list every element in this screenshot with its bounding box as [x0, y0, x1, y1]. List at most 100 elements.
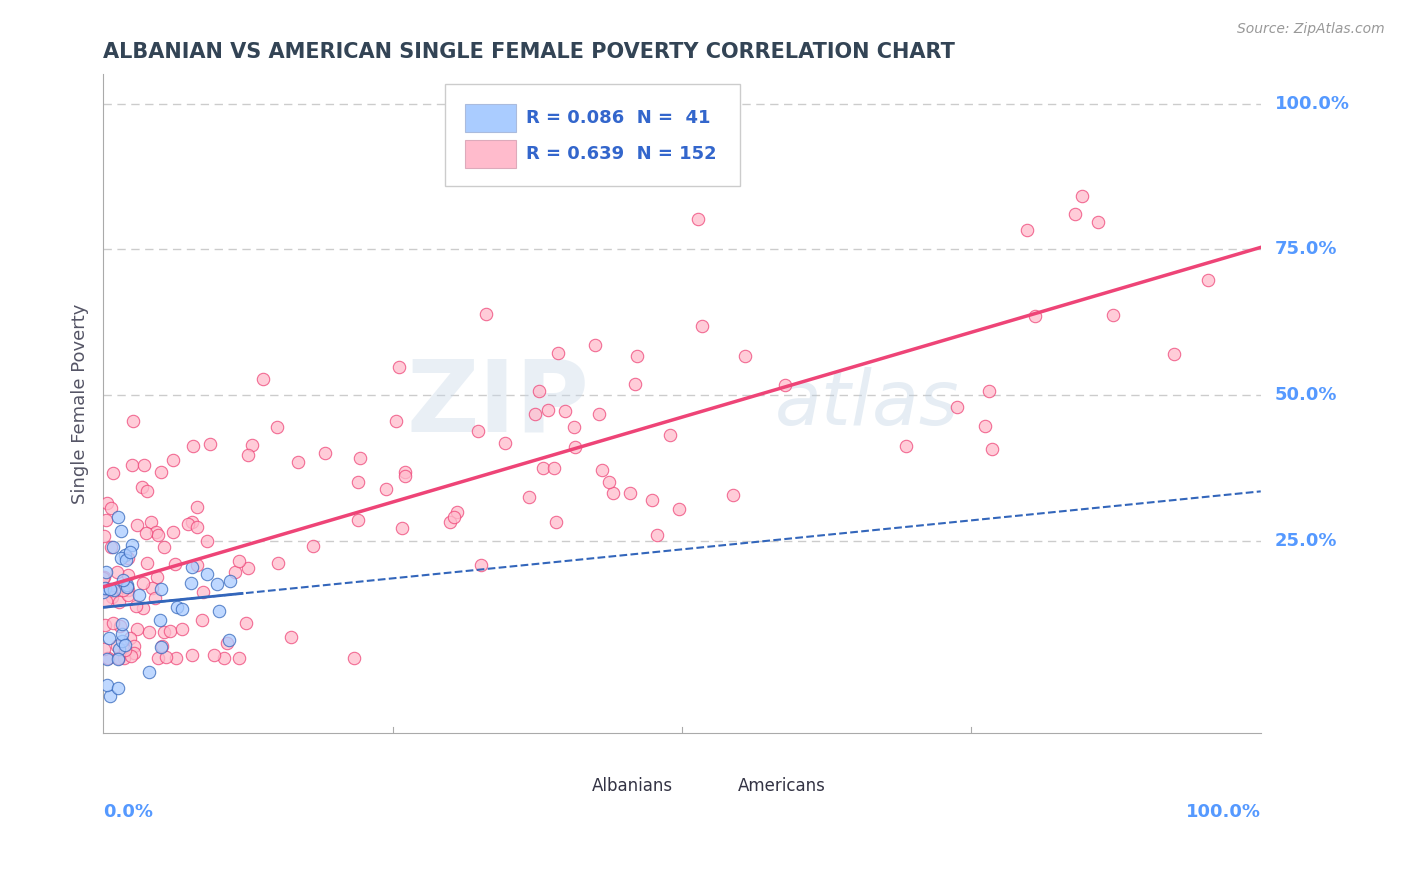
Point	[100, 540, 122, 554]
Point	[115, 577, 138, 591]
Point	[111, 573, 134, 587]
Point	[686, 211, 709, 226]
Point	[181, 560, 204, 574]
Point	[114, 638, 136, 652]
Point	[527, 384, 550, 398]
Point	[107, 652, 129, 666]
Point	[347, 513, 370, 527]
Point	[228, 554, 250, 568]
Point	[132, 575, 155, 590]
Point	[150, 639, 173, 653]
Point	[120, 545, 142, 559]
Point	[647, 528, 669, 542]
Point	[105, 639, 128, 653]
Point	[195, 533, 218, 548]
Point	[107, 510, 129, 524]
Point	[96, 652, 118, 666]
Point	[385, 414, 408, 428]
Point	[165, 557, 187, 571]
Point	[394, 469, 416, 483]
Point	[619, 485, 641, 500]
Point	[205, 577, 228, 591]
Point	[236, 561, 259, 575]
Point	[170, 602, 193, 616]
Point	[602, 485, 624, 500]
Point	[314, 446, 336, 460]
Text: 100.0%: 100.0%	[1275, 95, 1350, 112]
Point	[153, 625, 176, 640]
Point	[98, 584, 121, 599]
Point	[108, 641, 131, 656]
Point	[1017, 223, 1039, 237]
Point	[162, 524, 184, 539]
Point	[103, 466, 125, 480]
Point	[108, 595, 131, 609]
Point	[115, 553, 138, 567]
Point	[108, 650, 131, 665]
Text: 50.0%: 50.0%	[1275, 386, 1337, 404]
Point	[117, 582, 139, 597]
Point	[287, 455, 309, 469]
Point	[141, 515, 163, 529]
Text: Source: ZipAtlas.com: Source: ZipAtlas.com	[1237, 22, 1385, 37]
Point	[122, 414, 145, 428]
Text: 0.0%: 0.0%	[103, 803, 153, 821]
Point	[100, 501, 122, 516]
Point	[141, 581, 163, 595]
Point	[721, 488, 744, 502]
Text: atlas: atlas	[775, 367, 959, 441]
Point	[96, 496, 118, 510]
Point	[176, 517, 198, 532]
Text: Albanians: Albanians	[592, 777, 672, 795]
Point	[125, 623, 148, 637]
Point	[624, 376, 647, 391]
Point	[152, 540, 174, 554]
Point	[110, 627, 132, 641]
Point	[131, 480, 153, 494]
Point	[93, 529, 115, 543]
Point	[101, 590, 124, 604]
Point	[690, 319, 713, 334]
Point	[391, 521, 413, 535]
Point	[120, 632, 142, 646]
Point	[94, 513, 117, 527]
Point	[125, 599, 148, 614]
Point	[946, 400, 969, 414]
Point	[980, 442, 1002, 456]
Text: ALBANIAN VS AMERICAN SINGLE FEMALE POVERTY CORRELATION CHART: ALBANIAN VS AMERICAN SINGLE FEMALE POVER…	[103, 42, 955, 62]
Point	[162, 453, 184, 467]
Point	[238, 448, 260, 462]
Point	[446, 505, 468, 519]
Point	[159, 624, 181, 639]
Point	[122, 646, 145, 660]
Point	[103, 540, 125, 554]
Point	[125, 518, 148, 533]
Point	[112, 583, 135, 598]
Point	[150, 582, 173, 597]
Point	[96, 593, 118, 607]
Point	[121, 538, 143, 552]
Point	[546, 515, 568, 529]
Point	[122, 639, 145, 653]
Point	[143, 591, 166, 605]
Text: 75.0%: 75.0%	[1275, 240, 1337, 259]
Point	[149, 465, 172, 479]
Point	[554, 403, 576, 417]
Point	[375, 482, 398, 496]
Point	[115, 580, 138, 594]
Point	[110, 618, 132, 632]
Point	[93, 641, 115, 656]
Point	[107, 650, 129, 665]
Point	[186, 558, 208, 572]
Point	[93, 618, 115, 632]
Point	[280, 630, 302, 644]
Point	[150, 640, 173, 655]
Point	[1071, 189, 1094, 203]
Point	[235, 616, 257, 631]
Point	[583, 338, 606, 352]
Point	[191, 584, 214, 599]
Point	[135, 526, 157, 541]
Point	[1024, 310, 1046, 324]
Point	[121, 458, 143, 472]
Point	[523, 407, 546, 421]
